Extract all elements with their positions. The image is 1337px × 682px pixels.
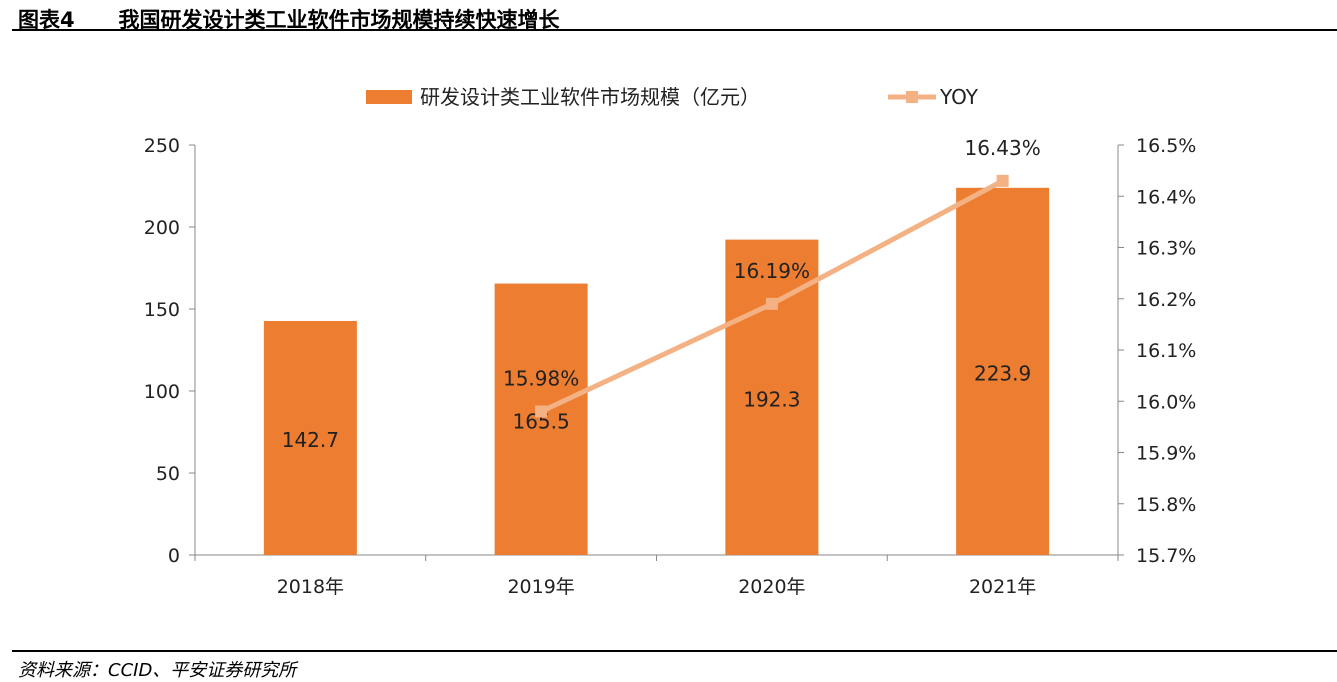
yoy-value-label: 15.98% xyxy=(503,367,579,391)
x-tick-label: 2020年 xyxy=(738,576,805,598)
bar-2019年 xyxy=(494,283,588,555)
yoy-value-label: 16.43% xyxy=(964,136,1040,160)
left-tick-label: 150 xyxy=(144,299,180,321)
yoy-value-label: 16.19% xyxy=(734,259,810,283)
title-divider xyxy=(12,29,1337,31)
right-tick-label: 16.5% xyxy=(1136,135,1196,157)
right-tick-label: 15.7% xyxy=(1136,545,1196,567)
chart-title: 我国研发设计类工业软件市场规模持续快速增长 xyxy=(118,8,560,32)
legend-line-label: YOY xyxy=(939,85,979,109)
right-tick-label: 15.9% xyxy=(1136,443,1196,465)
footer-divider xyxy=(12,650,1337,652)
yoy-marker xyxy=(996,174,1009,187)
source-note: 资料来源：CCID、平安证券研究所 xyxy=(18,660,297,681)
left-tick-label: 0 xyxy=(168,545,180,567)
legend-line-marker xyxy=(906,91,918,103)
left-tick-label: 100 xyxy=(144,381,180,403)
right-tick-label: 16.3% xyxy=(1136,238,1196,260)
figure-label: 图表4 xyxy=(18,8,75,32)
legend-bar-label: 研发设计类工业软件市场规模（亿元） xyxy=(420,85,760,109)
right-tick-label: 16.4% xyxy=(1136,186,1196,208)
bar-2018年 xyxy=(263,320,357,555)
left-tick-label: 250 xyxy=(144,135,180,157)
x-tick-label: 2021年 xyxy=(969,576,1036,598)
yoy-marker xyxy=(535,405,548,418)
bar-2021年 xyxy=(956,187,1050,555)
right-tick-label: 15.8% xyxy=(1136,494,1196,516)
bar-value-label: 192.3 xyxy=(743,387,800,411)
figure-title: 图表4 我国研发设计类工业软件市场规模持续快速增长 xyxy=(18,4,560,34)
right-tick-label: 16.0% xyxy=(1136,391,1196,413)
left-tick-label: 50 xyxy=(156,463,180,485)
x-tick-label: 2018年 xyxy=(277,576,344,598)
yoy-marker xyxy=(765,297,778,310)
legend-bar-swatch xyxy=(366,90,412,104)
left-tick-label: 200 xyxy=(144,217,180,239)
right-tick-label: 16.2% xyxy=(1136,289,1196,311)
bar-value-label: 223.9 xyxy=(974,361,1031,385)
bar-value-label: 142.7 xyxy=(282,428,339,452)
x-tick-label: 2019年 xyxy=(507,576,574,598)
bar-2020年 xyxy=(725,239,819,556)
right-tick-label: 16.1% xyxy=(1136,340,1196,362)
